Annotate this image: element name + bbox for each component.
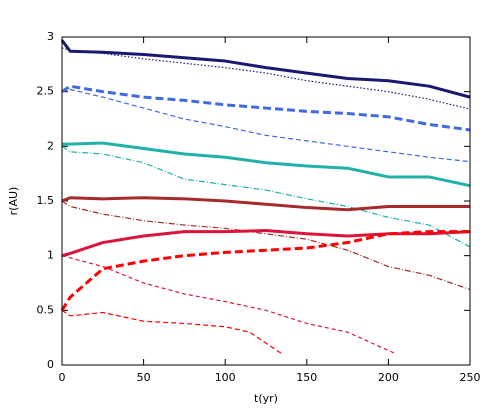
plot-frame <box>61 36 471 366</box>
series-line <box>61 84 471 132</box>
series-line <box>61 196 470 212</box>
series-line <box>61 88 471 163</box>
series-line <box>62 141 471 188</box>
x-tick-label: 50 <box>137 371 151 384</box>
series-line <box>61 145 471 248</box>
y-tick-label: 2 <box>47 139 54 152</box>
y-axis-label: r(AU) <box>7 187 20 216</box>
series-line <box>61 229 471 258</box>
series-line <box>60 230 470 312</box>
series-line <box>61 47 471 110</box>
series-line <box>61 255 397 355</box>
x-tick-label: 150 <box>296 371 317 384</box>
x-tick-label: 250 <box>460 371 481 384</box>
x-tick-label: 0 <box>59 371 66 384</box>
y-tick-label: 1.5 <box>37 194 55 207</box>
y-tick-label: 0.5 <box>37 303 55 316</box>
series-line <box>61 309 283 355</box>
series-line <box>61 200 471 291</box>
x-tick-label: 100 <box>215 371 236 384</box>
x-tick-label: 200 <box>378 371 399 384</box>
y-tick-label: 2.5 <box>37 85 55 98</box>
y-tick-label: 1 <box>47 249 54 262</box>
x-axis-label: t(yr) <box>254 392 278 405</box>
series-line <box>60 39 471 99</box>
y-tick-label: 0 <box>47 358 54 371</box>
y-tick-label: 3 <box>47 30 54 43</box>
